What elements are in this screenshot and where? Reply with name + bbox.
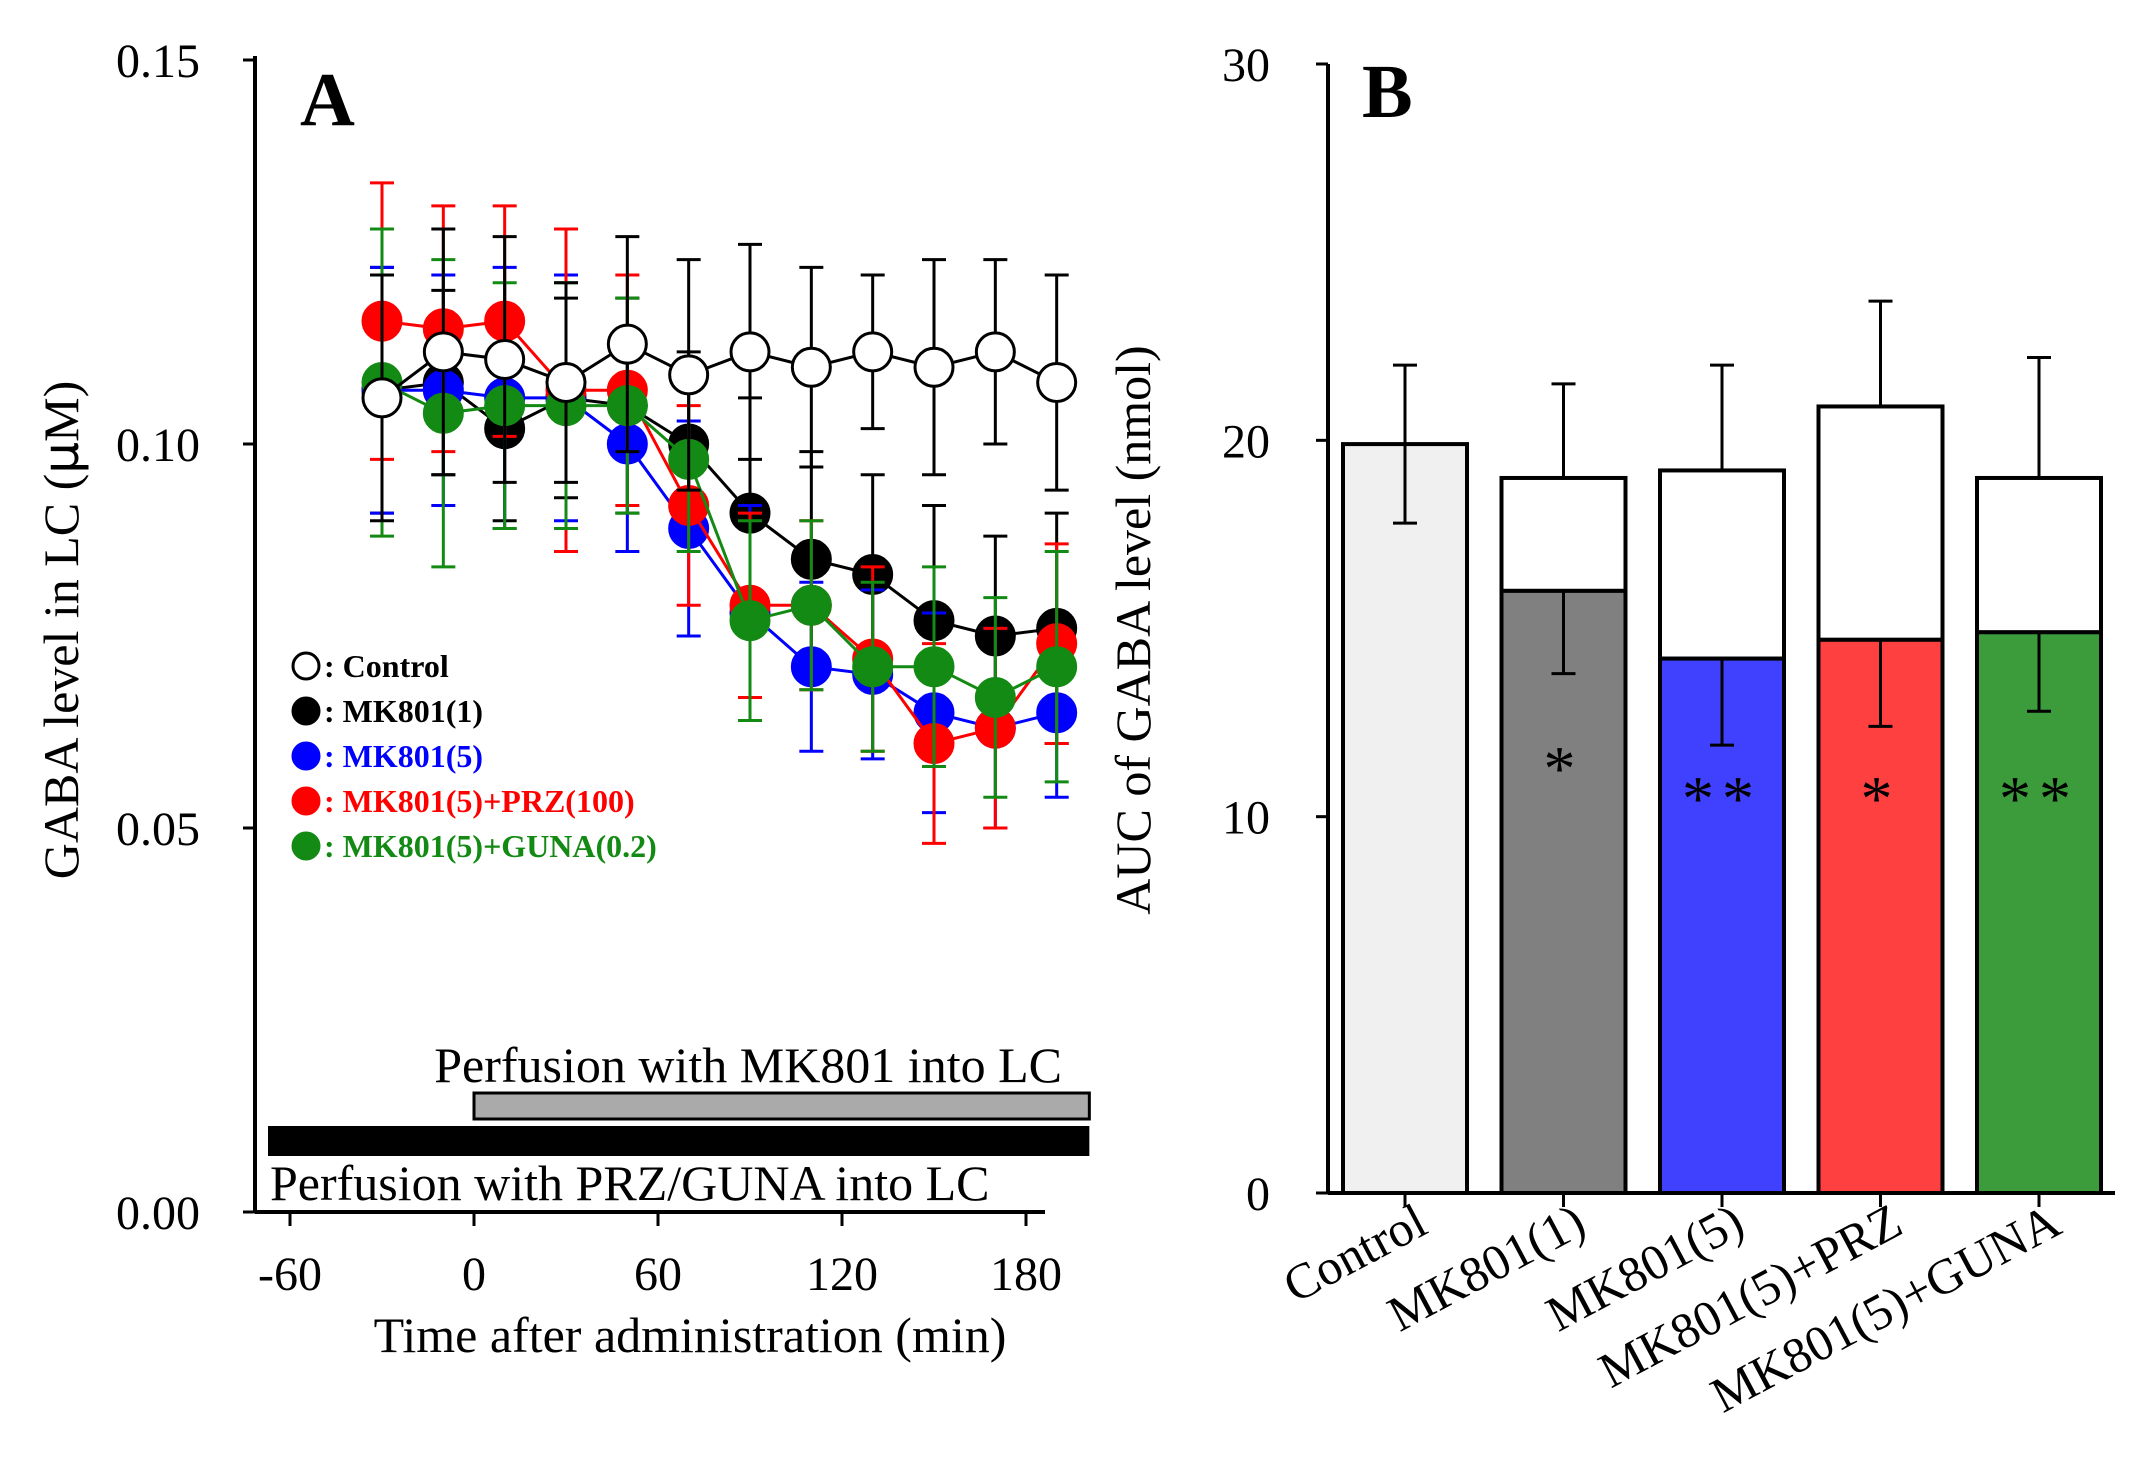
data-point (1036, 362, 1078, 404)
data-point (974, 676, 1016, 718)
data-point (913, 646, 955, 688)
bar-post-segment (1975, 630, 2103, 1195)
series-line (381, 342, 1058, 400)
panel-b-x-ticks: ControlMK801(1)MK801(5)MK801(5)+PRZMK801… (1274, 1192, 2069, 1423)
panel-a-x-ticks: -60 0 60 120 180 (258, 1212, 1062, 1301)
bar-group-2: ** (1658, 363, 1786, 1195)
panel-a-legend: : Control : MK801(1) : MK801(5) : MK801(5)+… (291, 648, 657, 864)
panel-a: A 0.00 0.05 0.10 0.15 -60 0 60 120 180 GABA lev… (32, 35, 1091, 1363)
x-tick-label: 180 (990, 1248, 1062, 1301)
y-tick-label: 30 (1222, 39, 1270, 92)
legend-marker (291, 831, 321, 861)
bar-group-4: ** (1975, 356, 2103, 1195)
bar-total-segment (1658, 468, 1786, 661)
series-line (381, 380, 1057, 638)
data-point (729, 331, 771, 373)
series-line (381, 319, 1058, 746)
panel-b-bars: * ** * ** (1341, 299, 2103, 1195)
y-label-mu: μ (32, 442, 90, 474)
data-point (668, 354, 710, 396)
panel-a-y-ticks: 0.00 0.05 0.10 0.15 (116, 35, 255, 1240)
data-point (852, 331, 894, 373)
data-point (852, 646, 894, 688)
legend-label: : Control (324, 648, 449, 684)
bar-total-segment (1816, 404, 1945, 642)
bar-total-segment (1499, 475, 1628, 593)
bar-group-3: * (1816, 299, 1945, 1195)
bar-total-segment (1975, 475, 2103, 635)
data-point (606, 323, 648, 365)
y-tick-label: 0.15 (116, 35, 200, 88)
y-tick-label: 0.00 (116, 1187, 200, 1240)
panel-a-x-axis-label: Time after administration (min) (374, 1307, 1007, 1363)
y-tick-label: 0.10 (116, 419, 200, 472)
significance-mark: * (1544, 733, 1584, 804)
prz-guna-perfusion-label: Perfusion with PRZ/GUNA into LC (270, 1155, 989, 1211)
bar-group-0 (1341, 363, 1469, 1195)
significance-mark: ** (1999, 763, 2079, 834)
data-point (1036, 646, 1078, 688)
data-point (422, 331, 464, 373)
data-point (790, 346, 832, 388)
y-tick-label: 10 (1222, 792, 1270, 845)
data-point (974, 331, 1016, 373)
legend-label: : MK801(5)+GUNA(0.2) (324, 828, 657, 864)
legend-marker (291, 651, 321, 681)
significance-mark: * (1861, 763, 1901, 834)
series-line (381, 381, 1058, 700)
panel-b-label: B (1362, 50, 1413, 134)
panel-a-y-axis-label: GABA level in LC (μM) (32, 381, 90, 879)
perfusion-bars: Perfusion with MK801 into LC Perfusion wi… (268, 1037, 1091, 1211)
y-label-main: GABA level in LC ( (33, 474, 89, 880)
bar-post-segment (1499, 588, 1628, 1195)
panel-b-y-ticks: 0 10 20 30 (1222, 39, 1328, 1221)
legend-label: : MK801(1) (324, 693, 483, 729)
prz-guna-perfusion-bar (268, 1126, 1090, 1156)
series-1 (361, 265, 1078, 746)
bar-total (1341, 442, 1469, 1195)
panel-a-series (361, 181, 1078, 845)
data-point (361, 377, 403, 419)
series-0 (361, 227, 1078, 523)
y-tick-label: 0 (1246, 1168, 1270, 1221)
x-tick-label: 0 (462, 1248, 486, 1301)
legend-marker (291, 786, 321, 816)
data-point (484, 339, 526, 381)
bar-post-segment (1658, 656, 1786, 1195)
y-label-tail: M) (33, 381, 89, 442)
data-point (790, 584, 832, 626)
significance-mark: ** (1682, 763, 1762, 834)
bar-group-1: * (1499, 382, 1628, 1195)
x-tick-label: 60 (634, 1248, 682, 1301)
legend-label: : MK801(5)+PRZ(100) (324, 783, 635, 819)
mk801-perfusion-bar (472, 1091, 1091, 1121)
data-point (913, 346, 955, 388)
data-point (729, 600, 771, 642)
data-point (545, 362, 587, 404)
mk801-perfusion-label: Perfusion with MK801 into LC (434, 1037, 1062, 1093)
x-tick-label: -60 (258, 1248, 322, 1301)
legend-label: : MK801(5) (324, 738, 483, 774)
y-tick-label: 20 (1222, 415, 1270, 468)
legend-marker (291, 741, 321, 771)
x-tick-label: 120 (806, 1248, 878, 1301)
panel-a-label: A (300, 58, 355, 142)
panel-b-y-axis-label: AUC of GABA level (nmol) (1105, 345, 1161, 914)
legend-marker (291, 696, 321, 726)
y-tick-label: 0.05 (116, 803, 200, 856)
